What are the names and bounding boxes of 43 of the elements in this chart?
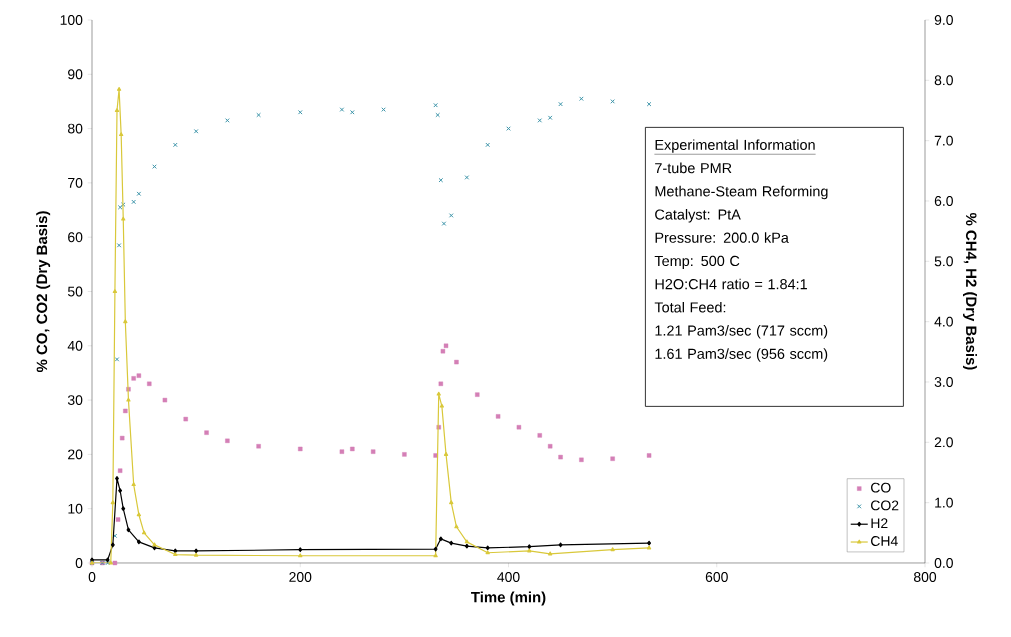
annotation: 1.21 Pam3/sec (717 sccm) [655,325,828,339]
y-tick-label: 60 [68,232,83,243]
y-tick-label: 40 [67,340,83,351]
y-tick-label: 50 [67,286,83,297]
annotation: Pressure: 200.0 kPa [655,232,789,243]
y-axis-title: % CO, CO2 (Dry Basis) [36,211,51,373]
y2-tick-label: 7.0 [934,135,953,146]
y2-axis-title: % CH4, H2 (Dry Basis) [963,212,977,370]
y2-tick-label: 8.0 [934,75,953,86]
annotation: Temp: 500 C [654,255,740,269]
annotation: Total Feed: [654,301,726,313]
y-tick-label: 80 [68,123,83,134]
y-tick-label: 20 [68,449,83,460]
annotation: H2O:CH4 ratio = 1.84:1 [655,278,807,290]
x-tick-label: 200 [289,572,312,582]
y-tick-label: 90 [68,69,83,80]
annotation: Experimental Information [655,139,815,153]
y-tick-label: 30 [67,395,83,406]
y-tick-label: 70 [68,177,83,188]
annotation: 1.61 Pam3/sec (956 sccm) [655,348,828,362]
y-tick-label: 10 [68,503,83,514]
x-tick-label: 600 [705,572,728,582]
y2-tick-label: 9.0 [934,15,953,25]
legend-label: CO [871,482,891,493]
annotation: Catalyst: PtA [655,209,741,223]
legend-label: CO2 [871,500,899,511]
y2-tick-label: 1.0 [935,497,953,508]
x-tick-label: 800 [913,572,937,582]
annotation: 7-tube PMR [655,162,732,174]
x-tick-label: 400 [497,572,520,582]
y2-tick-label: 3.0 [934,377,953,387]
legend-label: CH4 [871,536,898,546]
y2-tick-label: 2.0 [934,437,953,448]
y2-tick-label: 5.0 [934,256,953,267]
y-tick-label: 0 [75,558,83,568]
y2-tick-label: 4.0 [934,316,953,327]
y2-tick-label: 0.0 [934,558,953,568]
y2-tick-label: 6.0 [934,196,953,206]
annotation: Methane-Steam Reforming [655,185,828,200]
x-tick-label: 0 [88,572,96,582]
legend-label: H2 [871,518,888,529]
y-tick-label: 100 [60,15,83,25]
x-axis-title: Time (min) [471,591,546,606]
